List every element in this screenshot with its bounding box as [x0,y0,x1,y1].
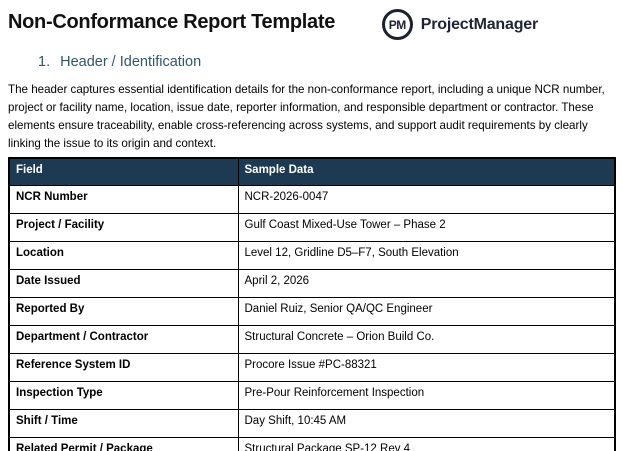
sample-data-cell: Structural Package SP-12 Rev 4 [237,437,616,451]
sample-data-cell: NCR-2026-0047 [237,185,616,214]
field-name-cell: Location [8,241,239,270]
logo-brand-text: ProjectManager [420,15,538,33]
projectmanager-logo: PM ProjectManager [381,8,538,40]
field-name-cell: Reference System ID [8,353,239,382]
section-number: 1. [38,54,51,70]
field-name-cell: Shift / Time [8,409,239,438]
field-name-cell: Inspection Type [8,381,239,410]
sample-data-cell: Level 12, Gridline D5–F7, South Elevatio… [237,241,616,270]
table-row: Shift / Time Day Shift, 10:45 AM [8,409,616,438]
column-header-sample-data: Sample Data [237,157,616,186]
ncr-header-table: Field Sample Data NCR Number NCR-2026-00… [8,157,616,451]
section-description: The header captures essential identifica… [8,83,605,150]
table-row: NCR Number NCR-2026-0047 [8,185,616,214]
sample-data-cell: April 2, 2026 [237,269,616,298]
page-title: Non-Conformance Report Template [8,11,336,33]
field-name-cell: Related Permit / Package [8,437,239,451]
sample-data-cell: Pre-Pour Reinforcement Inspection [237,381,616,410]
section-heading: 1. Header / Identification [38,54,616,70]
sample-data-cell: Day Shift, 10:45 AM [237,409,616,438]
table-row: Related Permit / Package Structural Pack… [8,437,616,451]
sample-data-cell: Gulf Coast Mixed-Use Tower – Phase 2 [237,213,616,242]
table-row: Reported By Daniel Ruiz, Senior QA/QC En… [8,297,616,326]
table-header-row: Field Sample Data [8,157,616,186]
field-name-cell: Reported By [8,297,239,326]
document-header: Non-Conformance Report Template PM Proje… [8,8,616,40]
table-row: Project / Facility Gulf Coast Mixed-Use … [8,213,616,242]
table-row: Department / Contractor Structural Concr… [8,325,616,354]
table-row: Reference System ID Procore Issue #PC-88… [8,353,616,382]
field-name-cell: Date Issued [8,269,239,298]
table-row: Date Issued April 2, 2026 [8,269,616,298]
table-row: Inspection Type Pre-Pour Reinforcement I… [8,381,616,410]
sample-data-cell: Daniel Ruiz, Senior QA/QC Engineer [237,297,616,326]
pm-monogram-text: PM [388,17,407,32]
field-name-cell: Department / Contractor [8,325,239,354]
column-header-field: Field [8,157,239,186]
sample-data-cell: Procore Issue #PC-88321 [237,353,616,382]
field-name-cell: Project / Facility [8,213,239,242]
sample-data-cell: Structural Concrete – Orion Build Co. [237,325,616,354]
pm-monogram-icon: PM [381,9,413,40]
table-row: Location Level 12, Gridline D5–F7, South… [8,241,616,270]
section-title: Header / Identification [60,54,202,70]
field-name-cell: NCR Number [8,185,239,214]
